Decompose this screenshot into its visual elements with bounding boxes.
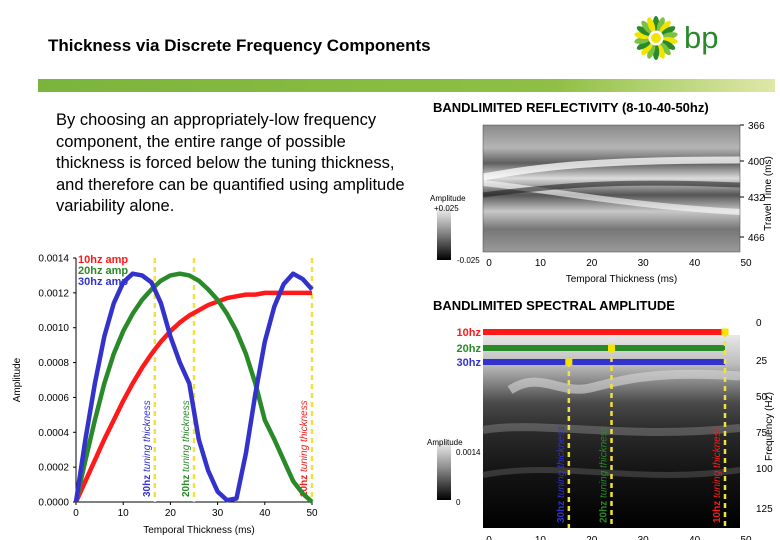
logo-petal: [656, 43, 665, 59]
logo-petal: [659, 42, 671, 56]
series-line: [73, 271, 314, 504]
y-tick-label: 50: [756, 392, 768, 403]
x-tick-label: 10: [535, 535, 547, 540]
legend-entry: 10hz amp: [78, 254, 128, 266]
x-tick-label: 20: [586, 535, 598, 540]
x-tick-label: 20: [586, 258, 598, 269]
tuning-line-label: 30hz tuning thickness: [142, 400, 153, 497]
amplitude-line-chart: 0.0000 0.0002 0.0004 0.0006 0.0008 0.0010 0.00…: [12, 254, 318, 537]
y-tick-label: 75: [756, 428, 768, 439]
reflectivity-heatmap: 0 10 20 30 40 50 366 400 432 466 Temporal Thicknes…: [430, 121, 774, 285]
y-tick-label: 0: [756, 318, 762, 329]
y-tick-label: 125: [756, 504, 773, 515]
y-axis-label: Amplitude: [12, 357, 23, 402]
x-tick-label: 40: [259, 508, 271, 519]
colorbar-min: -0.025: [457, 256, 480, 265]
x-tick-label: 50: [740, 535, 752, 540]
spectral-heatmap: 10hz 20hz 30hz 30hz tuning thickness 20hz tu…: [427, 318, 775, 540]
legend-entry: 30hz amp: [78, 276, 128, 288]
y-tick-label: 400: [748, 157, 765, 168]
y-axis-label: Frequency (Hz): [764, 392, 775, 461]
y-tick-label: 0.0002: [38, 463, 69, 474]
spectral-band-3: [482, 467, 741, 478]
x-tick-label: 0: [486, 535, 492, 540]
frequency-label: 20hz: [457, 343, 482, 355]
colorbar-min: 0: [456, 498, 461, 507]
bp-logo: bp: [634, 15, 744, 61]
y-tick-label: 0.0014: [38, 254, 69, 265]
y-tick-label: 25: [756, 356, 768, 367]
spectral-band-1: [507, 369, 741, 394]
y-tick-label: 0.0004: [38, 428, 69, 439]
y-tick-label: 0.0006: [38, 393, 69, 404]
tuning-marker: [608, 344, 615, 352]
colorbar-max: +0.025: [434, 204, 459, 213]
x-tick-label: 0: [73, 508, 79, 519]
x-tick-label: 30: [638, 535, 650, 540]
x-axis-label: Temporal Thickness (ms): [566, 274, 678, 285]
y-tick-label: 100: [756, 464, 773, 475]
body-text: By choosing an appropriately-low frequen…: [56, 111, 405, 215]
spectral-band-2: [482, 423, 741, 436]
x-tick-label: 0: [486, 258, 492, 269]
x-tick-label: 10: [535, 258, 547, 269]
logo-petal: [656, 17, 665, 33]
logo-petal: [661, 26, 676, 36]
logo-text: bp: [684, 20, 718, 55]
y-tick-label: 0.0012: [38, 288, 69, 299]
reflectivity-event-trough: [482, 180, 741, 198]
x-tick-label: 30: [638, 258, 650, 269]
x-tick-label: 20: [165, 508, 177, 519]
x-tick-label: 50: [306, 508, 318, 519]
reflectivity-colorbar: [437, 205, 451, 260]
x-tick-label: 50: [740, 258, 752, 269]
logo-petal: [636, 40, 651, 50]
logo-petal: [636, 26, 651, 36]
x-tick-label: 10: [118, 508, 130, 519]
tuning-line-label: 10hz tuning thickness: [712, 426, 723, 523]
accent-divider: [38, 79, 775, 92]
x-tick-label: 40: [689, 535, 701, 540]
y-tick-label: 0.0010: [38, 323, 69, 334]
y-tick-label: 366: [748, 121, 765, 132]
series-line: [73, 271, 314, 503]
tuning-line-label: 10hz tuning thickness: [299, 400, 310, 497]
x-tick-label: 30: [212, 508, 224, 519]
y-tick-label: 432: [748, 193, 765, 204]
tuning-line-label: 30hz tuning thickness: [556, 426, 567, 523]
y-tick-label: 466: [748, 233, 765, 244]
x-axis-label: Temporal Thickness (ms): [143, 525, 255, 536]
tuning-line-label: 20hz tuning thickness: [599, 426, 610, 523]
spectral-title: BANDLIMITED SPECTRAL AMPLITUDE: [433, 298, 675, 313]
colorbar-max: 0.0014: [456, 448, 481, 457]
bp-helios-icon: bp: [634, 16, 718, 60]
tuning-line-label: 20hz tuning thickness: [181, 400, 192, 497]
logo-petal: [659, 20, 671, 34]
reflectivity-title: BANDLIMITED REFLECTIVITY (8-10-40-50hz): [433, 100, 709, 115]
logo-petal: [647, 17, 656, 33]
series-line: [73, 290, 312, 503]
colorbar-label: Amplitude: [427, 438, 463, 447]
colorbar-label: Amplitude: [430, 194, 466, 203]
tuning-marker: [721, 328, 729, 336]
logo-petal: [641, 42, 653, 56]
spectral-colorbar: [437, 438, 451, 500]
reflectivity-event-top: [482, 156, 741, 181]
x-tick-label: 40: [689, 258, 701, 269]
y-tick-label: 0.0000: [38, 498, 69, 509]
frequency-label: 10hz: [457, 327, 482, 339]
tuning-marker: [565, 358, 573, 366]
legend-entry: 20hz amp: [78, 265, 128, 277]
frequency-label: 30hz: [457, 357, 482, 369]
y-tick-label: 0.0008: [38, 358, 69, 369]
logo-petal: [641, 20, 653, 34]
y-axis-label: Travel Time (ms): [763, 156, 774, 231]
logo-petal: [647, 43, 656, 59]
reflectivity-plot-frame: [482, 124, 741, 253]
reflectivity-event-bottom: [482, 180, 741, 215]
logo-petal: [661, 40, 676, 50]
slide-title: Thickness via Discrete Frequency Compone…: [48, 36, 431, 55]
